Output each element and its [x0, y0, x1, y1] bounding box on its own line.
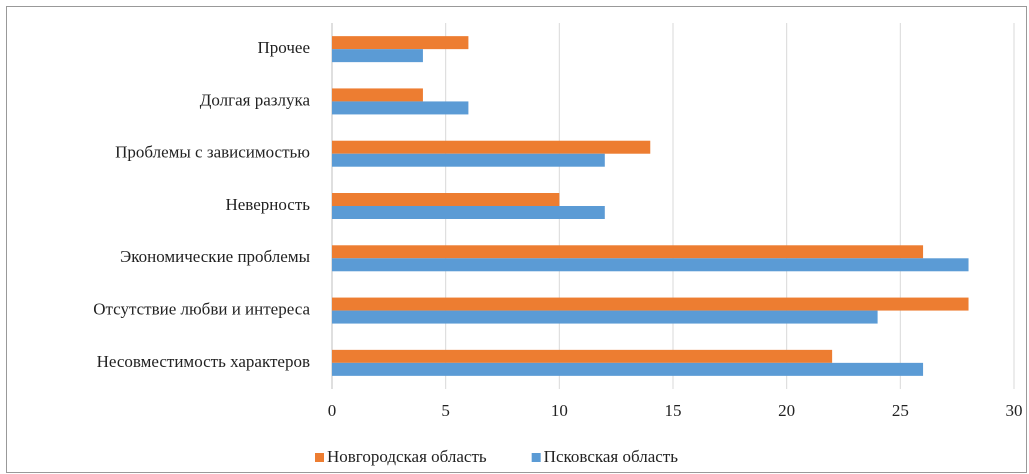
- y-tick-label: Прочее: [258, 38, 310, 57]
- bar: [332, 362, 924, 376]
- y-tick-label: Экономические проблемы: [120, 247, 311, 266]
- bar: [332, 88, 423, 102]
- bar: [332, 297, 969, 311]
- x-tick-label: 20: [778, 401, 795, 420]
- bar: [332, 245, 924, 259]
- y-tick-label: Долгая разлука: [200, 90, 311, 109]
- bar: [332, 153, 605, 167]
- legend-swatch: [531, 453, 541, 462]
- bar: [332, 258, 969, 272]
- bar: [332, 310, 878, 324]
- legend-swatch: [315, 453, 324, 462]
- legend-label: Новгородская область: [327, 447, 487, 466]
- y-tick-label: Несовместимость характеров: [97, 352, 310, 371]
- x-tick-label: 0: [328, 401, 337, 420]
- bar: [332, 349, 833, 363]
- bar: [332, 36, 469, 50]
- x-tick-label: 25: [892, 401, 909, 420]
- bar: [332, 140, 651, 154]
- chart-frame: [6, 6, 1027, 473]
- x-tick-label: 15: [665, 401, 682, 420]
- y-tick-label: Проблемы с зависимостью: [115, 143, 310, 162]
- x-tick-label: 10: [551, 401, 568, 420]
- y-tick-label: Отсутствие любви и интереса: [93, 299, 310, 318]
- bar: [332, 101, 469, 115]
- legend-label: Псковская область: [544, 447, 679, 466]
- bar: [332, 206, 605, 219]
- x-tick-label: 30: [1006, 401, 1023, 420]
- x-tick-label: 5: [441, 401, 450, 420]
- y-tick-label: Неверность: [225, 195, 310, 214]
- bar: [332, 193, 560, 206]
- bar: [332, 49, 423, 63]
